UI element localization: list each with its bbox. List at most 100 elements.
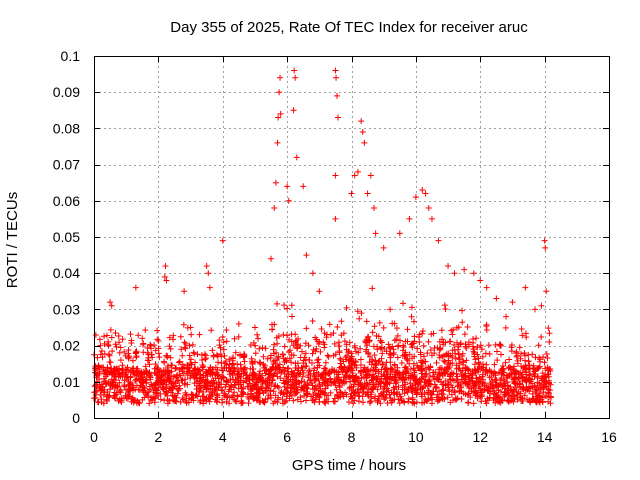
- data-point: [463, 357, 470, 364]
- data-point: [249, 360, 256, 367]
- data-point: [396, 374, 403, 381]
- data-point: [494, 391, 501, 398]
- data-point: [228, 394, 235, 401]
- data-point: [472, 367, 479, 374]
- data-point: [510, 376, 517, 383]
- data-point: [358, 118, 365, 125]
- data-point: [313, 376, 320, 383]
- data-point: [442, 339, 449, 346]
- data-point: [535, 342, 542, 349]
- data-point: [451, 270, 458, 277]
- data-point: [384, 368, 391, 375]
- data-point: [146, 400, 153, 407]
- data-point: [241, 358, 248, 365]
- data-point: [514, 352, 521, 359]
- data-point: [176, 385, 183, 392]
- data-point: [116, 349, 123, 356]
- data-point: [352, 362, 359, 369]
- data-point: [332, 382, 339, 389]
- data-point: [383, 391, 390, 398]
- data-point: [454, 395, 461, 402]
- data-point: [285, 197, 292, 204]
- data-point: [326, 321, 333, 328]
- data-point: [454, 383, 461, 390]
- data-point: [309, 397, 316, 404]
- data-point: [311, 390, 318, 397]
- data-point: [111, 367, 118, 374]
- data-point: [260, 353, 267, 360]
- data-point: [507, 364, 514, 371]
- data-point: [333, 386, 340, 393]
- data-point: [92, 332, 99, 339]
- data-point: [371, 323, 378, 330]
- data-point: [356, 315, 363, 322]
- data-point: [402, 368, 409, 375]
- data-point: [187, 356, 194, 363]
- data-point: [280, 400, 287, 407]
- data-point: [225, 364, 232, 371]
- data-point: [284, 183, 291, 190]
- data-point: [352, 358, 359, 365]
- data-point: [235, 371, 242, 378]
- data-point: [333, 74, 340, 81]
- data-point: [317, 348, 324, 355]
- data-point: [369, 371, 376, 378]
- data-point: [271, 383, 278, 390]
- data-point: [136, 377, 143, 384]
- data-point: [264, 355, 271, 362]
- data-point: [518, 373, 525, 380]
- data-point: [308, 360, 315, 367]
- data-point: [497, 395, 504, 402]
- data-point: [346, 362, 353, 369]
- data-point: [330, 398, 337, 405]
- data-point: [112, 330, 119, 337]
- data-point: [434, 398, 441, 405]
- data-point: [286, 395, 293, 402]
- data-point: [186, 364, 193, 371]
- data-point: [348, 190, 355, 197]
- data-point: [463, 365, 470, 372]
- data-point: [462, 379, 469, 386]
- data-point: [316, 382, 323, 389]
- data-point: [478, 346, 485, 353]
- data-point: [479, 353, 486, 360]
- data-point: [104, 389, 111, 396]
- data-point: [377, 400, 384, 407]
- data-point: [278, 369, 285, 376]
- data-point: [519, 332, 526, 339]
- data-point: [274, 300, 281, 307]
- data-point: [197, 399, 204, 406]
- data-point: [172, 397, 179, 404]
- data-point: [529, 396, 536, 403]
- data-point: [439, 394, 446, 401]
- data-point: [319, 381, 326, 388]
- data-point: [291, 369, 298, 376]
- data-point: [391, 361, 398, 368]
- data-point: [418, 391, 425, 398]
- data-point: [119, 373, 126, 380]
- data-point: [122, 352, 129, 359]
- data-point: [334, 393, 341, 400]
- data-point: [416, 331, 423, 338]
- data-point: [255, 335, 262, 342]
- data-point: [164, 392, 171, 399]
- data-point: [261, 362, 268, 369]
- data-point: [498, 369, 505, 376]
- data-point: [366, 337, 373, 344]
- data-point: [288, 302, 295, 309]
- data-point: [202, 352, 209, 359]
- data-point: [156, 354, 163, 361]
- data-point: [208, 327, 215, 334]
- data-point: [491, 391, 498, 398]
- data-point: [363, 336, 370, 343]
- data-point: [110, 392, 117, 399]
- data-point: [221, 360, 228, 367]
- data-point: [272, 179, 279, 186]
- data-point: [456, 365, 463, 372]
- data-point: [179, 377, 186, 384]
- data-point: [346, 339, 353, 346]
- data-point: [407, 366, 414, 373]
- data-point: [394, 354, 401, 361]
- data-point: [157, 396, 164, 403]
